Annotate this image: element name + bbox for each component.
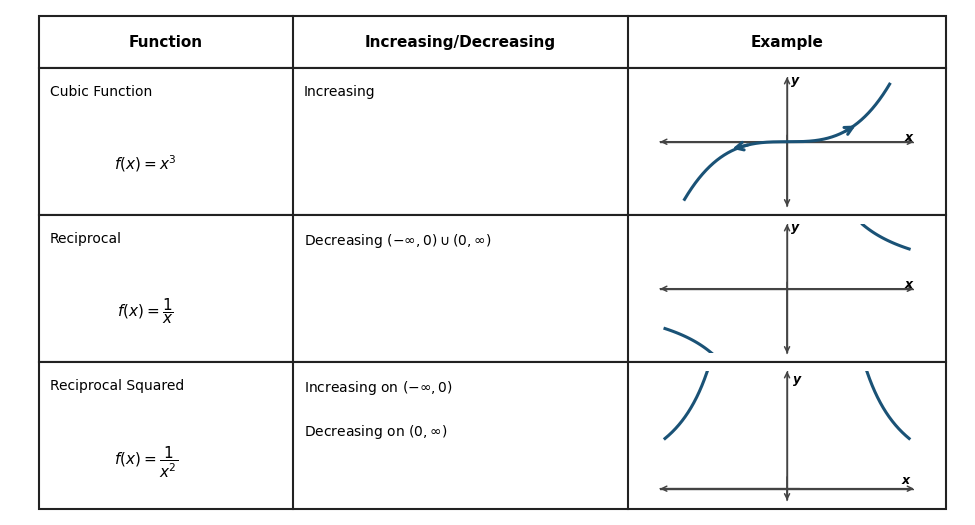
Text: $f(x) = \dfrac{1}{x^2}$: $f(x) = \dfrac{1}{x^2}$	[114, 445, 177, 480]
Text: x: x	[905, 131, 913, 144]
Text: Decreasing on $(0, \infty)$: Decreasing on $(0, \infty)$	[304, 423, 448, 441]
Text: $f(x) = \dfrac{1}{x}$: $f(x) = \dfrac{1}{x}$	[117, 296, 174, 326]
Text: Reciprocal Squared: Reciprocal Squared	[50, 379, 184, 393]
Text: y: y	[791, 75, 799, 88]
Text: Increasing on $(-\infty, 0)$: Increasing on $(-\infty, 0)$	[304, 379, 452, 397]
Bar	[39, 215, 946, 362]
Bar	[39, 362, 946, 509]
Text: Cubic Function: Cubic Function	[50, 85, 152, 99]
Text: Increasing: Increasing	[304, 85, 375, 99]
Bar	[39, 16, 946, 68]
Text: Reciprocal: Reciprocal	[50, 232, 122, 246]
Text: Example: Example	[751, 35, 824, 49]
Text: x: x	[901, 474, 910, 487]
Text: Decreasing $(-\infty, 0)\cup(0, \infty)$: Decreasing $(-\infty, 0)\cup(0, \infty)$	[304, 232, 491, 250]
Bar	[39, 68, 946, 215]
Text: Increasing/Decreasing: Increasing/Decreasing	[365, 35, 556, 49]
Text: $f(x) = x^3$: $f(x) = x^3$	[114, 153, 176, 174]
Text: x: x	[905, 278, 913, 291]
Text: y: y	[793, 373, 801, 386]
Text: Function: Function	[129, 35, 203, 49]
Text: y: y	[791, 222, 799, 235]
